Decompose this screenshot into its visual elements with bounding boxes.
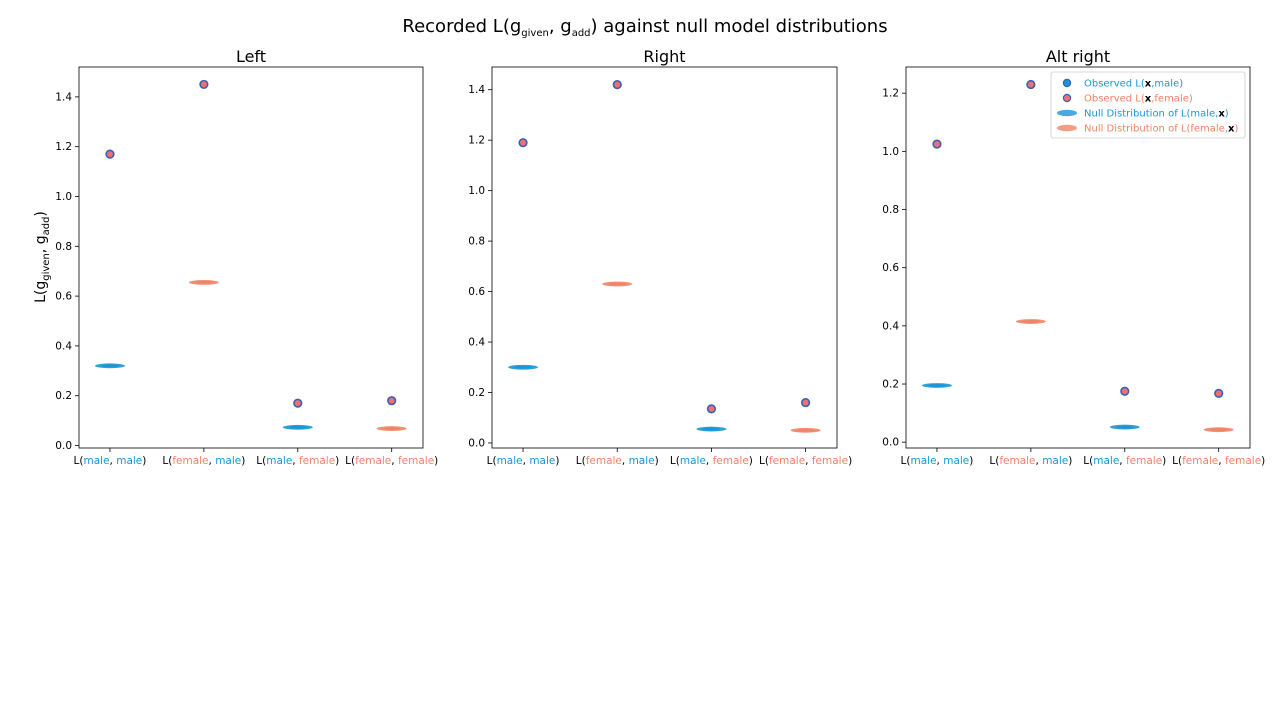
y-tick-label: 0.0 — [468, 437, 485, 449]
observed-point — [706, 404, 717, 414]
y-tick-label: 0.8 — [55, 241, 72, 253]
null-distribution-core — [288, 425, 307, 429]
x-tick-label: L(male, male) — [74, 455, 147, 467]
null-distribution-core — [1021, 320, 1040, 323]
legend-label: Null Distribution of L(female,x) — [1084, 124, 1238, 135]
y-tick-label: 0.8 — [882, 204, 899, 216]
y-tick-label: 0.2 — [55, 390, 72, 402]
y-tick-label: 1.2 — [882, 88, 899, 100]
observed-point — [105, 149, 115, 159]
y-tick-label: 1.4 — [468, 84, 485, 96]
y-tick-label: 0.0 — [55, 440, 72, 452]
y-tick-label: 1.4 — [55, 91, 72, 103]
panel-3: Alt right 0.0 0.2 0.4 0.6 0.8 1.0 1.2 L(male, ma… — [882, 47, 1265, 467]
null-distribution-core — [796, 428, 815, 432]
legend-label: Observed L(x,female) — [1084, 94, 1193, 105]
legend-frame — [1050, 71, 1246, 139]
x-tick-label: L(female, male) — [989, 455, 1072, 467]
observed-point — [518, 138, 528, 148]
y-tick-label: 0.6 — [468, 286, 485, 298]
legend: Observed L(x,male) Observed L(x,female) Nu… — [1050, 71, 1246, 139]
legend-label: Observed L(x,male) — [1084, 79, 1183, 90]
observed-point — [1214, 388, 1224, 398]
panel-2: Right 0.0 0.2 0.4 0.6 0.8 1.0 1.2 1.4 L(male, mal… — [468, 47, 852, 467]
x-tick-label: L(male, female) — [1083, 455, 1166, 467]
legend-marker — [1062, 93, 1072, 103]
axes-frame — [78, 66, 424, 449]
x-tick-label: L(female, female) — [345, 455, 438, 467]
null-distribution-core — [702, 427, 721, 431]
null-distribution-core — [927, 384, 946, 387]
null-distribution-core — [1115, 425, 1134, 429]
y-tick-label: 0.2 — [882, 379, 899, 391]
null-distribution-core — [1209, 428, 1228, 432]
null-distribution-core — [194, 281, 213, 284]
figure-title: Recorded L(ggiven, gadd) against null mo… — [402, 16, 887, 39]
y-tick-label: 0.4 — [468, 337, 485, 349]
null-distribution-core — [514, 365, 533, 369]
panel-title: Right — [643, 47, 685, 66]
legend-marker — [1057, 109, 1077, 117]
legend-label: Null Distribution of L(male,x) — [1084, 109, 1229, 120]
panel-title: Left — [236, 47, 266, 66]
x-tick-label: L(male, female) — [256, 455, 339, 467]
observed-point — [1026, 79, 1036, 90]
null-distribution-core — [608, 282, 627, 286]
x-tick-label: L(male, male) — [487, 455, 560, 467]
axes-frame — [905, 66, 1251, 449]
y-axis-label: L(ggiven, gadd) — [33, 211, 52, 303]
observed-point — [612, 80, 622, 90]
observed-point — [932, 139, 942, 149]
y-tick-label: 0.4 — [55, 340, 72, 352]
x-tick-label: L(female, male) — [162, 455, 245, 467]
y-tick-label: 0.2 — [468, 387, 485, 399]
observed-point — [1120, 386, 1130, 396]
y-tick-label: 0.4 — [882, 320, 899, 332]
observed-point — [387, 396, 397, 406]
y-tick-label: 1.0 — [882, 146, 899, 158]
null-distribution-core — [382, 427, 401, 430]
y-tick-label: 0.6 — [882, 262, 899, 274]
axes-frame — [491, 66, 838, 449]
x-tick-label: L(female, female) — [759, 455, 852, 467]
y-tick-label: 1.2 — [55, 141, 72, 153]
x-tick-label: L(male, male) — [901, 455, 974, 467]
panel-1: Left 0.0 0.2 0.4 0.6 0.8 1.0 1.2 1.4 L(male, male… — [55, 47, 438, 467]
observed-point — [293, 398, 303, 408]
observed-point — [199, 79, 209, 90]
x-tick-label: L(female, male) — [576, 455, 659, 467]
panels: Left 0.0 0.2 0.4 0.6 0.8 1.0 1.2 1.4 L(male, male… — [55, 47, 1265, 467]
legend-marker — [1057, 124, 1077, 132]
legend-marker — [1062, 78, 1072, 88]
x-tick-label: L(female, female) — [1172, 455, 1265, 467]
y-tick-label: 1.0 — [55, 191, 72, 203]
null-distribution-core — [100, 364, 119, 368]
y-tick-label: 1.2 — [468, 135, 485, 147]
observed-point — [801, 397, 811, 408]
y-tick-label: 0.0 — [882, 437, 899, 449]
panel-title: Alt right — [1046, 47, 1110, 66]
y-tick-label: 1.0 — [468, 185, 485, 197]
y-tick-label: 0.6 — [55, 291, 72, 303]
x-tick-label: L(male, female) — [670, 455, 753, 467]
y-tick-label: 0.8 — [468, 236, 485, 248]
